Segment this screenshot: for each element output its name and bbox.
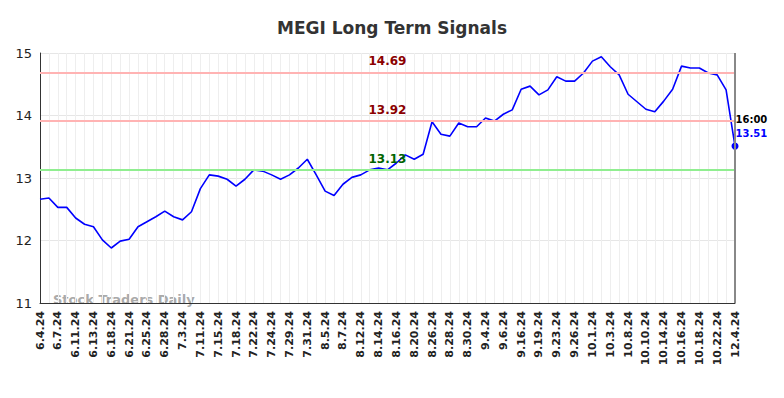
svg-text:9.16.24: 9.16.24 bbox=[515, 311, 528, 358]
svg-text:10.18.24: 10.18.24 bbox=[693, 311, 706, 366]
svg-text:7.18.24: 7.18.24 bbox=[230, 311, 243, 358]
svg-text:6.7.24: 6.7.24 bbox=[51, 311, 64, 350]
svg-text:8.26.24: 8.26.24 bbox=[426, 311, 439, 358]
svg-text:14: 14 bbox=[15, 108, 32, 123]
svg-text:13.92: 13.92 bbox=[369, 103, 407, 117]
svg-text:10.22.24: 10.22.24 bbox=[711, 311, 724, 366]
svg-text:11: 11 bbox=[15, 296, 32, 311]
svg-text:9.19.24: 9.19.24 bbox=[532, 311, 545, 358]
svg-text:8.28.24: 8.28.24 bbox=[443, 311, 456, 358]
svg-text:10.10.24: 10.10.24 bbox=[639, 311, 652, 366]
svg-text:Stock Traders Daily: Stock Traders Daily bbox=[53, 292, 195, 307]
svg-text:9.26.24: 9.26.24 bbox=[568, 311, 581, 358]
svg-text:13.13: 13.13 bbox=[369, 152, 407, 166]
svg-text:7.22.24: 7.22.24 bbox=[247, 311, 260, 358]
svg-text:6.13.24: 6.13.24 bbox=[87, 311, 100, 358]
svg-text:6.25.24: 6.25.24 bbox=[140, 311, 153, 358]
svg-text:14.69: 14.69 bbox=[369, 54, 407, 68]
svg-text:6.21.24: 6.21.24 bbox=[123, 311, 136, 358]
svg-text:13.51: 13.51 bbox=[736, 128, 768, 139]
svg-text:MEGI Long Term Signals: MEGI Long Term Signals bbox=[277, 18, 507, 38]
svg-text:8.14.24: 8.14.24 bbox=[372, 311, 385, 358]
svg-text:6.11.24: 6.11.24 bbox=[69, 311, 82, 358]
svg-text:8.30.24: 8.30.24 bbox=[461, 311, 474, 358]
svg-text:10.1.24: 10.1.24 bbox=[586, 311, 599, 358]
svg-text:7.15.24: 7.15.24 bbox=[212, 311, 225, 358]
svg-text:6.18.24: 6.18.24 bbox=[105, 311, 118, 358]
svg-text:6.4.24: 6.4.24 bbox=[34, 311, 47, 350]
svg-text:9.6.24: 9.6.24 bbox=[497, 311, 510, 350]
svg-text:9.4.24: 9.4.24 bbox=[479, 311, 492, 350]
svg-text:8.16.24: 8.16.24 bbox=[390, 311, 403, 358]
svg-text:9.23.24: 9.23.24 bbox=[550, 311, 563, 358]
svg-text:13: 13 bbox=[15, 171, 32, 186]
svg-text:7.31.24: 7.31.24 bbox=[301, 311, 314, 358]
svg-text:10.3.24: 10.3.24 bbox=[604, 311, 617, 358]
svg-text:8.20.24: 8.20.24 bbox=[408, 311, 421, 358]
svg-text:7.29.24: 7.29.24 bbox=[283, 311, 296, 358]
svg-text:12: 12 bbox=[15, 233, 32, 248]
svg-text:8.7.24: 8.7.24 bbox=[336, 311, 349, 350]
svg-text:8.12.24: 8.12.24 bbox=[354, 311, 367, 358]
svg-text:10.8.24: 10.8.24 bbox=[622, 311, 635, 358]
svg-text:7.3.24: 7.3.24 bbox=[176, 311, 189, 350]
svg-text:7.24.24: 7.24.24 bbox=[265, 311, 278, 358]
svg-text:8.5.24: 8.5.24 bbox=[319, 311, 332, 350]
svg-text:16:00: 16:00 bbox=[736, 114, 768, 125]
svg-text:15: 15 bbox=[15, 46, 32, 61]
svg-text:10.16.24: 10.16.24 bbox=[675, 311, 688, 366]
svg-text:6.28.24: 6.28.24 bbox=[158, 311, 171, 358]
svg-text:10.14.24: 10.14.24 bbox=[657, 311, 670, 366]
svg-text:7.11.24: 7.11.24 bbox=[194, 311, 207, 358]
svg-text:12.4.24: 12.4.24 bbox=[729, 311, 742, 358]
